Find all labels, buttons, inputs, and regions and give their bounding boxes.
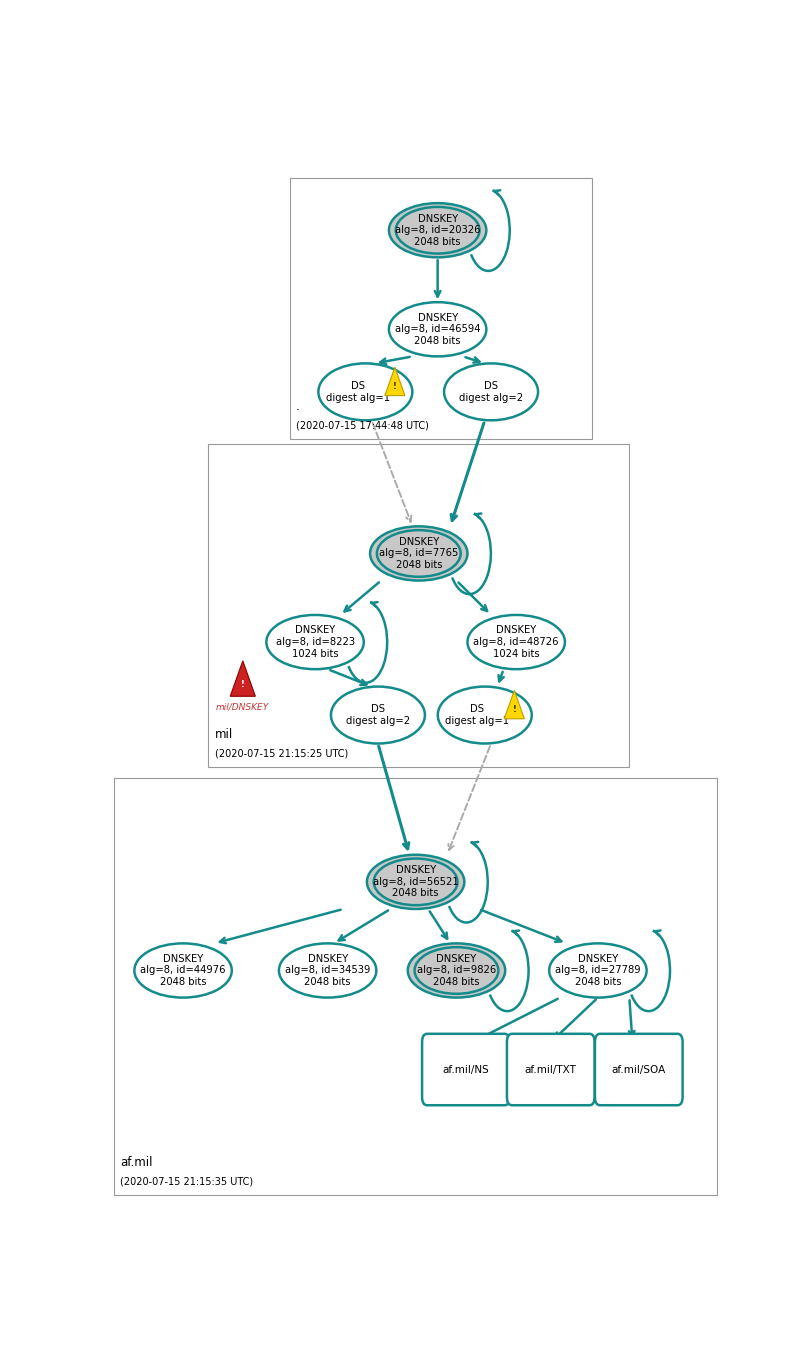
Text: DNSKEY
alg=8, id=56521
2048 bits: DNSKEY alg=8, id=56521 2048 bits bbox=[373, 865, 458, 899]
Ellipse shape bbox=[549, 944, 646, 998]
Ellipse shape bbox=[438, 686, 532, 743]
Polygon shape bbox=[504, 691, 525, 719]
Text: DNSKEY
alg=8, id=44976
2048 bits: DNSKEY alg=8, id=44976 2048 bits bbox=[140, 953, 225, 987]
Ellipse shape bbox=[408, 944, 505, 998]
Text: af.mil/NS: af.mil/NS bbox=[443, 1064, 489, 1075]
Text: DS
digest alg=1: DS digest alg=1 bbox=[445, 704, 509, 726]
Ellipse shape bbox=[377, 531, 461, 577]
Ellipse shape bbox=[135, 944, 232, 998]
FancyBboxPatch shape bbox=[595, 1034, 683, 1105]
FancyBboxPatch shape bbox=[208, 444, 629, 768]
Text: (2020-07-15 21:15:35 UTC): (2020-07-15 21:15:35 UTC) bbox=[120, 1177, 253, 1186]
Text: af.mil/SOA: af.mil/SOA bbox=[611, 1064, 666, 1075]
Ellipse shape bbox=[367, 854, 465, 909]
Text: DS
digest alg=2: DS digest alg=2 bbox=[345, 704, 410, 726]
Text: (2020-07-15 17:44:48 UTC): (2020-07-15 17:44:48 UTC) bbox=[296, 421, 429, 431]
Text: DNSKEY
alg=8, id=27789
2048 bits: DNSKEY alg=8, id=27789 2048 bits bbox=[555, 953, 641, 987]
Ellipse shape bbox=[319, 363, 412, 420]
Ellipse shape bbox=[444, 363, 538, 420]
Ellipse shape bbox=[331, 686, 425, 743]
Text: .: . bbox=[296, 399, 300, 413]
Ellipse shape bbox=[414, 948, 499, 994]
Text: DNSKEY
alg=8, id=48726
1024 bits: DNSKEY alg=8, id=48726 1024 bits bbox=[474, 626, 559, 658]
Ellipse shape bbox=[266, 615, 364, 669]
Text: DNSKEY
alg=8, id=34539
2048 bits: DNSKEY alg=8, id=34539 2048 bits bbox=[285, 953, 371, 987]
FancyBboxPatch shape bbox=[290, 179, 592, 439]
Text: (2020-07-15 21:15:25 UTC): (2020-07-15 21:15:25 UTC) bbox=[214, 749, 348, 758]
Text: mil/DNSKEY: mil/DNSKEY bbox=[217, 703, 269, 711]
Text: !: ! bbox=[393, 382, 397, 391]
Text: DNSKEY
alg=8, id=20326
2048 bits: DNSKEY alg=8, id=20326 2048 bits bbox=[395, 214, 480, 246]
Ellipse shape bbox=[467, 615, 565, 669]
FancyBboxPatch shape bbox=[507, 1034, 594, 1105]
Ellipse shape bbox=[396, 207, 479, 253]
Text: DNSKEY
alg=8, id=9826
2048 bits: DNSKEY alg=8, id=9826 2048 bits bbox=[417, 953, 496, 987]
Text: DNSKEY
alg=8, id=7765
2048 bits: DNSKEY alg=8, id=7765 2048 bits bbox=[379, 536, 458, 570]
Ellipse shape bbox=[389, 203, 487, 257]
Ellipse shape bbox=[370, 527, 467, 581]
FancyBboxPatch shape bbox=[114, 777, 717, 1194]
Ellipse shape bbox=[389, 302, 487, 356]
Text: mil: mil bbox=[214, 728, 233, 741]
Text: !: ! bbox=[241, 680, 245, 689]
Ellipse shape bbox=[279, 944, 376, 998]
Text: !: ! bbox=[513, 705, 517, 714]
Text: DNSKEY
alg=8, id=46594
2048 bits: DNSKEY alg=8, id=46594 2048 bits bbox=[395, 313, 480, 345]
FancyBboxPatch shape bbox=[422, 1034, 510, 1105]
Text: af.mil/TXT: af.mil/TXT bbox=[525, 1064, 577, 1075]
Text: DS
digest alg=1: DS digest alg=1 bbox=[326, 380, 390, 402]
Text: DS
digest alg=2: DS digest alg=2 bbox=[459, 380, 523, 402]
Polygon shape bbox=[230, 661, 255, 696]
Polygon shape bbox=[385, 367, 405, 395]
Ellipse shape bbox=[374, 858, 457, 906]
Text: af.mil: af.mil bbox=[120, 1155, 152, 1169]
Text: DNSKEY
alg=8, id=8223
1024 bits: DNSKEY alg=8, id=8223 1024 bits bbox=[276, 626, 354, 658]
